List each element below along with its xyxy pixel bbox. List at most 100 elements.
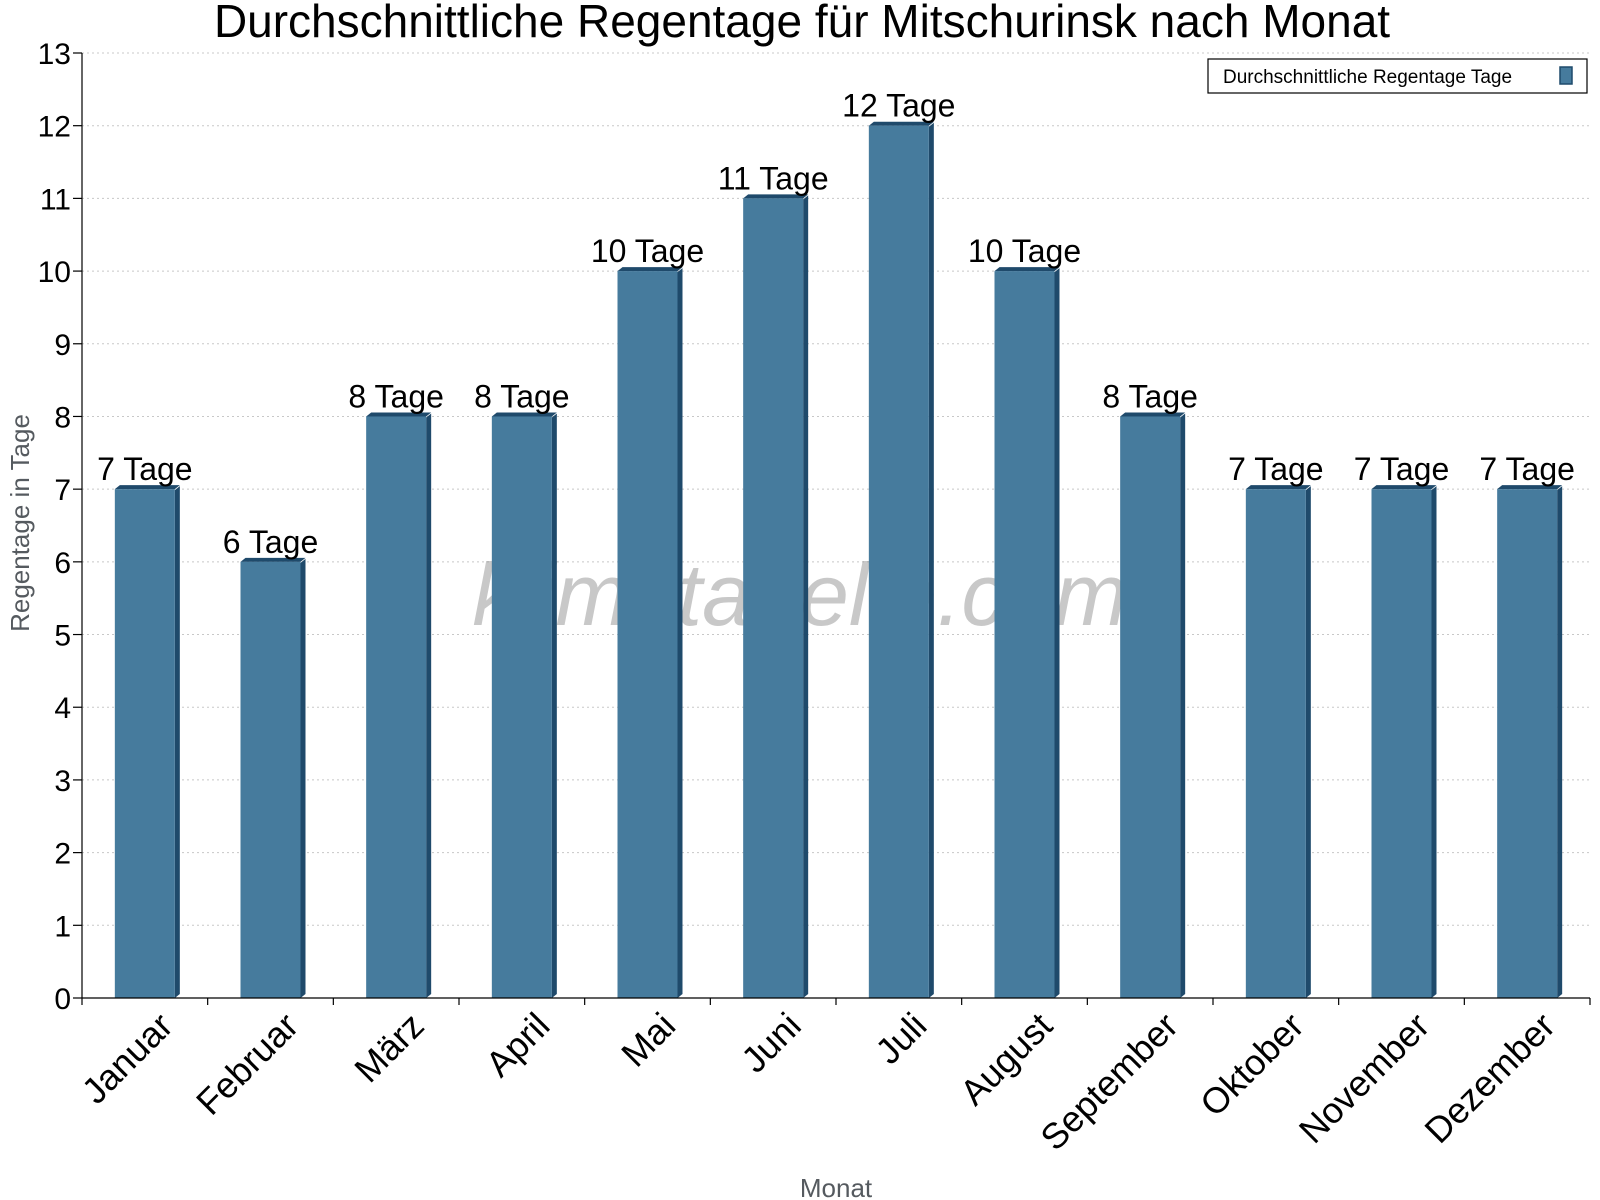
data-label: 8 Tage bbox=[348, 378, 444, 414]
bar-top bbox=[1497, 485, 1563, 490]
x-tick-label: Februar bbox=[188, 1005, 306, 1123]
bar bbox=[1120, 416, 1181, 998]
bar bbox=[240, 561, 301, 998]
data-label: 8 Tage bbox=[1102, 378, 1198, 414]
bar-märz bbox=[366, 412, 432, 998]
bar-top bbox=[366, 412, 432, 417]
bar-top bbox=[617, 267, 683, 272]
bar-top bbox=[240, 557, 306, 562]
y-tick-label: 13 bbox=[38, 38, 71, 71]
axes bbox=[73, 52, 1591, 1005]
data-label: 7 Tage bbox=[1228, 451, 1324, 487]
x-tick-label: Januar bbox=[74, 1005, 181, 1112]
bar-side bbox=[928, 122, 934, 998]
x-tick-label: Juli bbox=[867, 1005, 934, 1072]
bar bbox=[114, 489, 175, 998]
bar-april bbox=[491, 412, 557, 998]
y-tick-label: 3 bbox=[54, 765, 71, 798]
y-tick-label: 6 bbox=[54, 547, 71, 580]
legend: Durchschnittliche Regentage Tage bbox=[1207, 58, 1588, 94]
bar-dezember bbox=[1497, 485, 1563, 998]
legend-swatch bbox=[1559, 66, 1573, 85]
bar-side bbox=[1054, 268, 1060, 999]
y-tick-label: 4 bbox=[54, 692, 71, 725]
data-label: 12 Tage bbox=[842, 88, 955, 124]
bar-januar bbox=[114, 485, 180, 998]
bar bbox=[1497, 489, 1558, 998]
x-tick-label: August bbox=[952, 1005, 1060, 1113]
x-tick-label: März bbox=[346, 1005, 432, 1091]
y-tick-label: 12 bbox=[38, 111, 71, 144]
bar bbox=[743, 198, 804, 998]
bar-top bbox=[743, 194, 809, 199]
data-label: 10 Tage bbox=[591, 233, 704, 269]
y-axis-label: Regentage in Tage bbox=[5, 414, 35, 632]
y-tick-label: 5 bbox=[54, 620, 71, 653]
bar-side bbox=[1431, 486, 1437, 998]
y-tick-label: 10 bbox=[38, 256, 71, 289]
bar-juli bbox=[868, 121, 934, 998]
data-label: 7 Tage bbox=[1479, 451, 1575, 487]
bar-side bbox=[174, 486, 180, 998]
bar-februar bbox=[240, 557, 306, 998]
y-tick-label: 11 bbox=[40, 183, 71, 216]
bar-top bbox=[114, 485, 180, 490]
bar-side bbox=[551, 413, 557, 998]
bar bbox=[868, 125, 929, 998]
x-tick-labels: Januar Februar März April Mai Juni Juli AugustS… bbox=[74, 1005, 1563, 1159]
legend-label: Durchschnittliche Regentage Tage bbox=[1223, 67, 1512, 88]
legend-box bbox=[1207, 58, 1588, 94]
bar-oktober bbox=[1245, 485, 1311, 998]
bar bbox=[1245, 489, 1306, 998]
x-tick-label: November bbox=[1291, 1005, 1437, 1151]
bar-side bbox=[300, 558, 306, 998]
bar-top bbox=[1120, 412, 1186, 417]
bar-november bbox=[1371, 485, 1437, 998]
bar-top bbox=[1245, 485, 1311, 490]
data-labels: 7 Tage 6 Tage 8 Tage 8 Tage 10 Tage 11 Tage 12… bbox=[97, 88, 1575, 560]
x-tick-label: Dezember bbox=[1416, 1005, 1562, 1151]
data-label: 11 Tage bbox=[718, 160, 829, 196]
data-label: 7 Tage bbox=[97, 451, 193, 487]
data-label: 6 Tage bbox=[223, 524, 319, 560]
bar-august bbox=[994, 267, 1060, 999]
bar-side bbox=[426, 413, 432, 998]
bar-side bbox=[1180, 413, 1186, 998]
bar-side bbox=[677, 268, 683, 999]
x-tick-label: Mai bbox=[613, 1005, 683, 1075]
bar-top bbox=[994, 267, 1060, 272]
x-axis-label: Monat bbox=[800, 1173, 873, 1200]
bar bbox=[366, 416, 427, 998]
bar-side bbox=[1305, 486, 1311, 998]
y-tick-label: 7 bbox=[54, 474, 71, 507]
y-tick-label: 1 bbox=[54, 910, 71, 943]
grid-lines bbox=[82, 52, 1590, 926]
bar-top bbox=[868, 121, 934, 126]
data-label: 8 Tage bbox=[474, 378, 570, 414]
bar-top bbox=[491, 412, 557, 417]
data-label: 10 Tage bbox=[968, 233, 1081, 269]
y-tick-label: 9 bbox=[54, 329, 71, 362]
x-tick-label: Juni bbox=[733, 1005, 809, 1081]
bar-top bbox=[1371, 485, 1437, 490]
x-tick-label: September bbox=[1032, 1005, 1186, 1159]
chart-title: Durchschnittliche Regentage für Mitschur… bbox=[214, 0, 1390, 47]
bar bbox=[617, 271, 678, 999]
x-tick-label: Oktober bbox=[1192, 1005, 1312, 1125]
bar-side bbox=[1557, 486, 1563, 998]
bar-september bbox=[1120, 412, 1186, 998]
bar bbox=[491, 416, 552, 998]
y-tick-label: 2 bbox=[54, 838, 71, 871]
bar bbox=[994, 271, 1055, 999]
bar-mai bbox=[617, 267, 683, 999]
x-tick-label: April bbox=[478, 1005, 558, 1085]
y-tick-label: 0 bbox=[54, 983, 71, 1016]
bar-side bbox=[803, 195, 809, 998]
data-label: 7 Tage bbox=[1354, 451, 1450, 487]
bar-juni bbox=[743, 194, 809, 998]
bar bbox=[1371, 489, 1432, 998]
y-tick-label: 8 bbox=[54, 401, 71, 434]
bars bbox=[114, 121, 1563, 999]
